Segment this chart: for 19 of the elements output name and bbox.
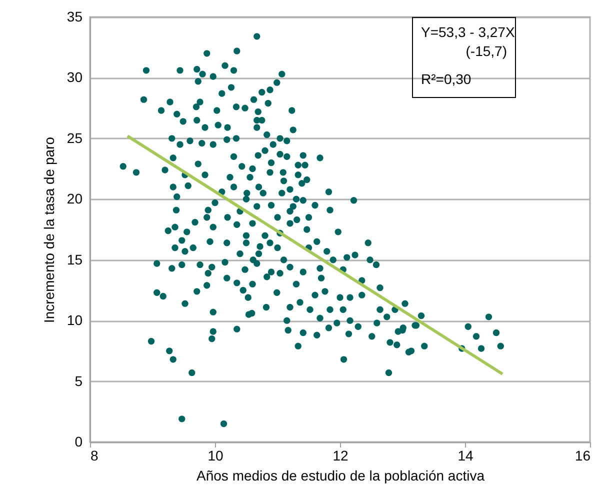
y-tick-label: 15 xyxy=(66,251,83,268)
annotation: R²=0,30 xyxy=(421,71,472,87)
y-axis-title: Incremento de la tasa de paro xyxy=(40,136,57,324)
y-tick-label: 30 xyxy=(66,69,83,86)
equation-box: Y=53,3 - 3,27X (-15,7) R²=0,30 xyxy=(412,17,516,98)
y-tick-label: 25 xyxy=(66,130,83,146)
x-axis-title: Años medios de estudio de la población activa xyxy=(196,468,485,484)
x-tick-label: 14 xyxy=(458,448,474,464)
y-tick-label: 0 xyxy=(74,434,83,450)
x-tick-label: 10 xyxy=(208,448,224,464)
x-tick-label: 16 xyxy=(574,448,591,464)
y-tick-label: 35 xyxy=(66,8,83,24)
y-tick-label: 10 xyxy=(66,312,83,328)
annotation: Y=53,3 - 3,27X xyxy=(421,24,515,40)
y-tick-label: 5 xyxy=(74,372,83,389)
x-tick-label: 8 xyxy=(90,448,98,464)
annotation: (-15,7) xyxy=(466,43,507,59)
x-tick-label: 12 xyxy=(332,448,348,464)
y-tick-label: 20 xyxy=(66,190,83,207)
